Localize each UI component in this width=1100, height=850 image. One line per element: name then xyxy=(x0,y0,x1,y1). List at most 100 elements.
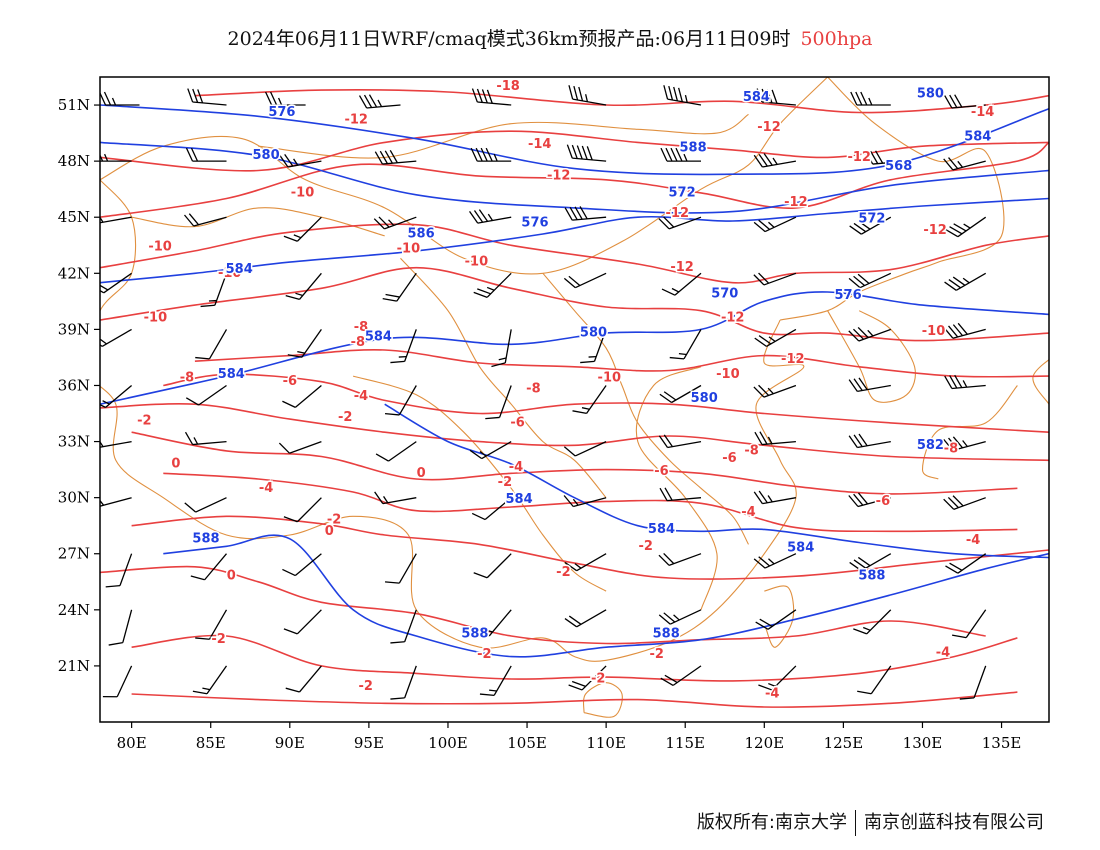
height-label: 580 xyxy=(253,148,280,163)
boundary-line xyxy=(779,77,1005,321)
temperature-label: -12 xyxy=(547,169,571,184)
y-tick-label: 48N xyxy=(58,152,90,170)
temperature-label: -8 xyxy=(944,442,958,457)
wind-barb xyxy=(471,88,512,106)
x-tick-label: 90E xyxy=(275,734,305,752)
wind-barb xyxy=(563,495,607,508)
temperature-label: -14 xyxy=(528,137,552,152)
height-label: 572 xyxy=(669,185,696,200)
height-label: 584 xyxy=(743,90,770,105)
temperature-label: -12 xyxy=(344,113,368,128)
wind-barb xyxy=(192,665,228,695)
wind-barb xyxy=(100,385,133,408)
temperature-contour xyxy=(100,130,1049,172)
temperature-label: -2 xyxy=(638,539,652,554)
wind-barb xyxy=(753,216,797,233)
wind-barb xyxy=(568,85,607,106)
wind-barb xyxy=(195,609,228,640)
wind-barb-layer xyxy=(100,85,987,700)
wind-barb xyxy=(849,216,892,235)
wind-barb xyxy=(384,385,417,416)
wind-barb xyxy=(282,553,322,577)
height-label: 584 xyxy=(365,329,392,344)
temperature-label: -8 xyxy=(526,382,540,397)
temperature-contour xyxy=(100,402,1049,462)
y-tick-label: 42N xyxy=(58,264,90,282)
temperature-label: -12 xyxy=(670,260,694,275)
wind-barb xyxy=(658,434,702,449)
wind-barb xyxy=(848,326,892,342)
wind-barb xyxy=(184,431,227,446)
temperature-label: -2 xyxy=(137,414,151,429)
wind-barb xyxy=(753,272,797,286)
temperature-label: -8 xyxy=(744,443,758,458)
boundary-line xyxy=(352,375,607,592)
chart-title: 2024年06月11日WRF/cmaq模式36km预报产品:06月11日09时 5… xyxy=(0,24,1100,51)
pressure-level-label: 500hpa xyxy=(800,28,873,50)
wind-barb xyxy=(754,431,796,446)
wind-barb xyxy=(564,206,607,221)
temperature-label: -6 xyxy=(722,451,736,466)
height-label: 588 xyxy=(653,627,680,642)
temperature-label: -10 xyxy=(148,240,172,255)
height-label: 586 xyxy=(408,227,435,242)
wind-barb xyxy=(659,487,702,502)
wind-barb xyxy=(200,273,228,308)
height-label: 588 xyxy=(858,569,885,584)
temperature-label: -2 xyxy=(649,647,663,662)
wind-barb xyxy=(105,553,133,588)
wind-barb xyxy=(660,147,701,162)
wind-barb xyxy=(753,153,797,168)
height-label: 588 xyxy=(192,531,219,546)
temperature-contour xyxy=(194,88,1049,114)
temperature-label: 0 xyxy=(171,457,180,472)
temperature-label: -14 xyxy=(971,105,995,120)
temperature-label: -10 xyxy=(922,324,946,339)
wind-barb xyxy=(661,272,702,296)
wind-barb xyxy=(659,384,702,404)
wind-barb xyxy=(100,497,132,508)
wind-barb xyxy=(470,147,512,162)
y-tick-label: 33N xyxy=(58,433,90,451)
temperature-label: -2 xyxy=(211,632,225,647)
wind-barb xyxy=(100,147,132,162)
temperature-contour xyxy=(163,373,1049,433)
wind-barb xyxy=(100,328,132,347)
boundary-line xyxy=(635,366,718,610)
y-tick-label: 39N xyxy=(58,320,90,338)
wind-barb xyxy=(848,492,891,508)
wind-barb xyxy=(283,497,322,523)
plot-frame xyxy=(99,76,1050,723)
wind-barb xyxy=(658,552,702,566)
temperature-label: -4 xyxy=(936,645,950,660)
wind-barb xyxy=(475,609,512,637)
wind-barb xyxy=(848,433,891,449)
wind-barb xyxy=(473,272,512,298)
height-label: 576 xyxy=(268,105,295,120)
x-tick-label: 135E xyxy=(982,734,1022,752)
temperature-label: -4 xyxy=(259,481,273,496)
temperature-contour xyxy=(100,565,986,645)
height-label: 588 xyxy=(680,141,707,156)
wind-barb xyxy=(945,553,987,574)
wind-barb xyxy=(283,216,322,242)
temperature-label: -12 xyxy=(781,352,805,367)
temperature-contour xyxy=(163,472,1018,533)
wind-barb xyxy=(469,209,512,224)
temperature-label: 0 xyxy=(227,569,236,584)
wind-barb xyxy=(374,150,417,165)
temperature-label: -8 xyxy=(351,335,365,350)
temperature-label: -6 xyxy=(283,374,297,389)
temperature-label: -6 xyxy=(654,464,668,479)
height-contour-580 xyxy=(100,141,1049,214)
temperature-contour xyxy=(131,634,1018,682)
wind-barb xyxy=(183,213,227,227)
temperature-label: -2 xyxy=(498,475,512,490)
temperature-label: -10 xyxy=(218,266,242,281)
wind-barb xyxy=(185,384,227,406)
wind-barb xyxy=(374,491,417,505)
y-tick-label: 51N xyxy=(58,96,90,114)
temperature-label: -4 xyxy=(765,687,779,702)
height-label: 584 xyxy=(964,129,991,144)
temperature-label: -10 xyxy=(465,255,489,270)
